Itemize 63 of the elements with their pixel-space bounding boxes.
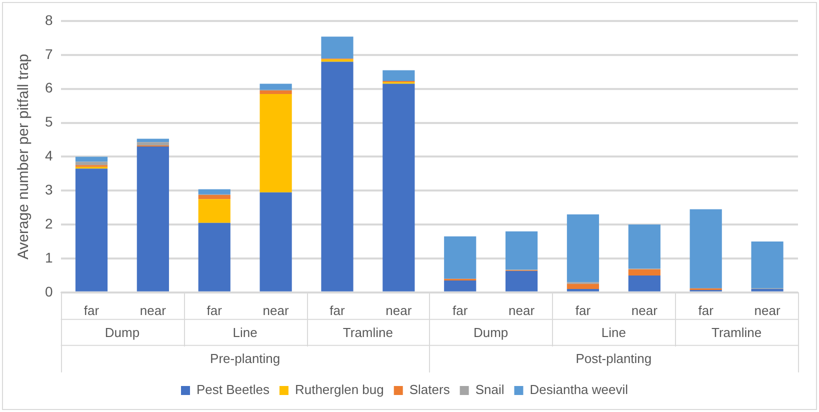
bar [198,195,230,200]
bar [136,146,169,292]
x-tick-label: far [84,302,100,318]
bar [260,84,292,90]
y-tick-label: 3 [44,181,53,198]
bar [505,271,538,292]
y-tick-label: 0 [44,283,53,300]
text: Line [601,324,626,340]
bar [444,280,476,292]
bar [505,231,538,270]
bar [260,192,292,292]
bar [321,62,354,292]
text: Tramline [712,324,762,340]
x-tick-label: near [508,302,536,318]
y-tick-label: 2 [44,215,53,232]
bar [628,224,660,269]
legend-label: Slaters [409,382,450,398]
x-tick-label: far [452,302,468,318]
y-tick-label: 7 [44,46,53,62]
x-tick-label: near [386,302,412,318]
bar [566,214,600,282]
x-tick-label: near [631,302,658,318]
bar [136,138,169,142]
bar [198,189,230,194]
bar [628,275,660,292]
bar [198,199,230,223]
bar [321,36,354,59]
text: Line [232,324,258,340]
text: Pre-planting [210,350,280,366]
y-tick-label: 4 [44,148,53,164]
bar [566,284,600,290]
x-tick-label: near [140,302,167,318]
y-tick-label: 8 [44,12,53,28]
legend-label: Rutherglen bug [294,382,384,398]
y-tick-label: 5 [44,114,53,130]
x-tick-label: far [330,302,346,318]
text: Dump [473,324,508,340]
bar [751,242,784,288]
legend-label: Snail [475,382,504,398]
x-tick-label: near [754,302,781,318]
bar [75,168,108,292]
text: Dump [104,324,140,340]
bar [690,209,722,288]
x-tick-label: near [262,302,290,318]
bar [75,156,108,162]
x-tick-label: far [206,302,223,318]
text: Tramline [342,324,394,340]
y-tick-label: 1 [44,249,53,266]
bar [382,84,415,292]
x-tick-label: far [575,302,592,318]
legend-label: Desiantha weevil [530,382,628,398]
bar [136,142,169,146]
bar [260,90,292,94]
legend-label: Pest Beetles [196,382,270,398]
x-tick-label: far [698,302,714,318]
bar [444,236,476,279]
bar [628,269,660,276]
bar [260,94,292,192]
y-tick-label: 6 [44,80,53,96]
bar [382,70,415,82]
text: Post-planting [576,350,652,366]
y-axis-title: Average number per pitfall trap [15,54,32,260]
bar [198,222,230,292]
